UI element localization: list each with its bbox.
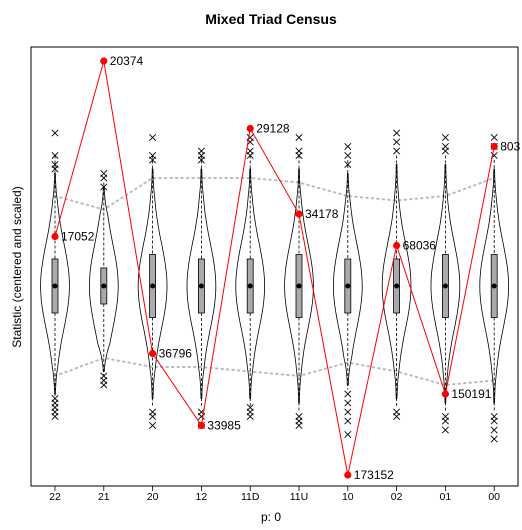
observed-label-01: 150191 [451, 387, 491, 401]
outlier-01-5 [441, 133, 449, 142]
x-tick-label-00: 00 [488, 491, 500, 503]
outlier-21-5 [100, 169, 108, 178]
observed-line [54, 60, 495, 476]
observed-point-21 [100, 57, 108, 65]
x-tick-label-20: 20 [147, 491, 159, 503]
outlier-11U-4 [295, 147, 303, 155]
observed-series: 17052 20374 36796 33985 29128 34178 173152 6803… [51, 54, 521, 482]
outlier-20-5 [149, 133, 157, 142]
outlier-00-3 [490, 435, 498, 443]
outlier-10-7 [344, 142, 352, 151]
median-11D [247, 283, 253, 289]
outlier-10-3 [344, 417, 352, 425]
median-01 [442, 283, 448, 289]
outlier-01-1 [441, 417, 449, 425]
outlier-22-8 [51, 129, 59, 137]
median-20 [150, 283, 156, 289]
x-tick-label-10: 10 [342, 491, 354, 503]
outlier-10-4 [344, 430, 352, 439]
outlier-11U-5 [295, 133, 303, 142]
outlier-20-2 [149, 421, 157, 430]
y-axis-label: Statistic (centered and scaled) [10, 186, 24, 347]
median-12 [198, 283, 204, 289]
outlier-22-7 [51, 151, 59, 160]
violin-10 [333, 173, 363, 386]
outlier-11D-4 [246, 147, 254, 155]
outlier-21-3 [100, 183, 108, 191]
median-02 [394, 283, 400, 289]
x-axis-label: p: 0 [261, 510, 281, 524]
chart-title: Mixed Triad Census [205, 11, 337, 27]
observed-label-00: 803 [500, 140, 520, 154]
median-10 [345, 283, 351, 289]
violin-11U [284, 168, 314, 404]
observed-label-22: 17052 [61, 230, 95, 244]
observed-point-01 [441, 390, 449, 398]
x-tick-label-12: 12 [196, 491, 208, 503]
outlier-10-1 [344, 399, 352, 407]
outlier-11D-2 [246, 412, 254, 421]
outlier-00-1 [490, 417, 498, 425]
violins [40, 164, 510, 404]
median-11U [296, 283, 302, 289]
violin-01 [430, 164, 461, 404]
outlier-21-2 [100, 381, 108, 389]
outlier-10-0 [344, 390, 352, 398]
outlier-10-6 [344, 151, 352, 160]
x-tick-label-21: 21 [98, 491, 110, 503]
observed-label-11U: 34178 [305, 207, 339, 221]
median-00 [491, 283, 497, 289]
x-axis: 22 21 20 12 11D 11U 10 02 01 00 [49, 486, 500, 503]
violin-20 [137, 168, 168, 399]
observed-label-11D: 29128 [256, 122, 290, 136]
observed-point-00 [490, 142, 498, 151]
outlier-00-6 [490, 133, 498, 142]
outlier-20-4 [149, 151, 157, 160]
violin-02 [381, 164, 412, 399]
outlier-11U-2 [295, 421, 303, 430]
median-22 [52, 283, 58, 289]
observed-point-11D [246, 124, 254, 133]
outlier-02-3 [393, 138, 401, 146]
x-tick-label-02: 02 [391, 491, 403, 503]
observed-label-20: 36796 [159, 347, 193, 361]
outlier-02-1 [393, 412, 401, 421]
outlier-02-4 [393, 129, 401, 137]
outlier-points [51, 129, 498, 443]
violin-11D [235, 168, 265, 399]
observed-point-11U [295, 210, 303, 218]
x-tick-label-01: 01 [440, 491, 452, 503]
outlier-02-2 [393, 147, 401, 155]
observed-point-12 [197, 421, 205, 430]
observed-point-20 [149, 349, 157, 358]
band-lower-line [54, 356, 496, 387]
observed-point-02 [393, 241, 401, 250]
observed-label-12: 33985 [207, 419, 241, 433]
observed-label-10: 173152 [354, 468, 394, 482]
boxplots [51, 155, 498, 412]
median-21 [101, 283, 107, 289]
outlier-10-5 [344, 160, 352, 169]
outlier-01-4 [441, 142, 449, 151]
reference-band [54, 177, 496, 387]
violin-12 [186, 168, 217, 399]
outlier-22-6 [51, 160, 59, 169]
x-tick-label-11U: 11U [290, 491, 308, 503]
x-tick-label-11D: 11D [241, 491, 260, 503]
outlier-00-2 [490, 426, 498, 434]
outlier-12-5 [197, 147, 205, 155]
observed-label-02: 68036 [403, 239, 437, 253]
observed-point-22 [51, 232, 59, 241]
plot-frame [30, 46, 519, 487]
observed-label-21: 20374 [110, 54, 144, 68]
observed-point-10 [344, 471, 352, 479]
outlier-10-2 [344, 408, 352, 416]
violin-00 [479, 168, 510, 404]
band-upper-line [54, 177, 496, 211]
outlier-01-2 [441, 426, 449, 434]
outlier-22-4 [51, 412, 59, 421]
outlier-20-1 [149, 412, 157, 421]
x-tick-label-22: 22 [49, 491, 61, 503]
